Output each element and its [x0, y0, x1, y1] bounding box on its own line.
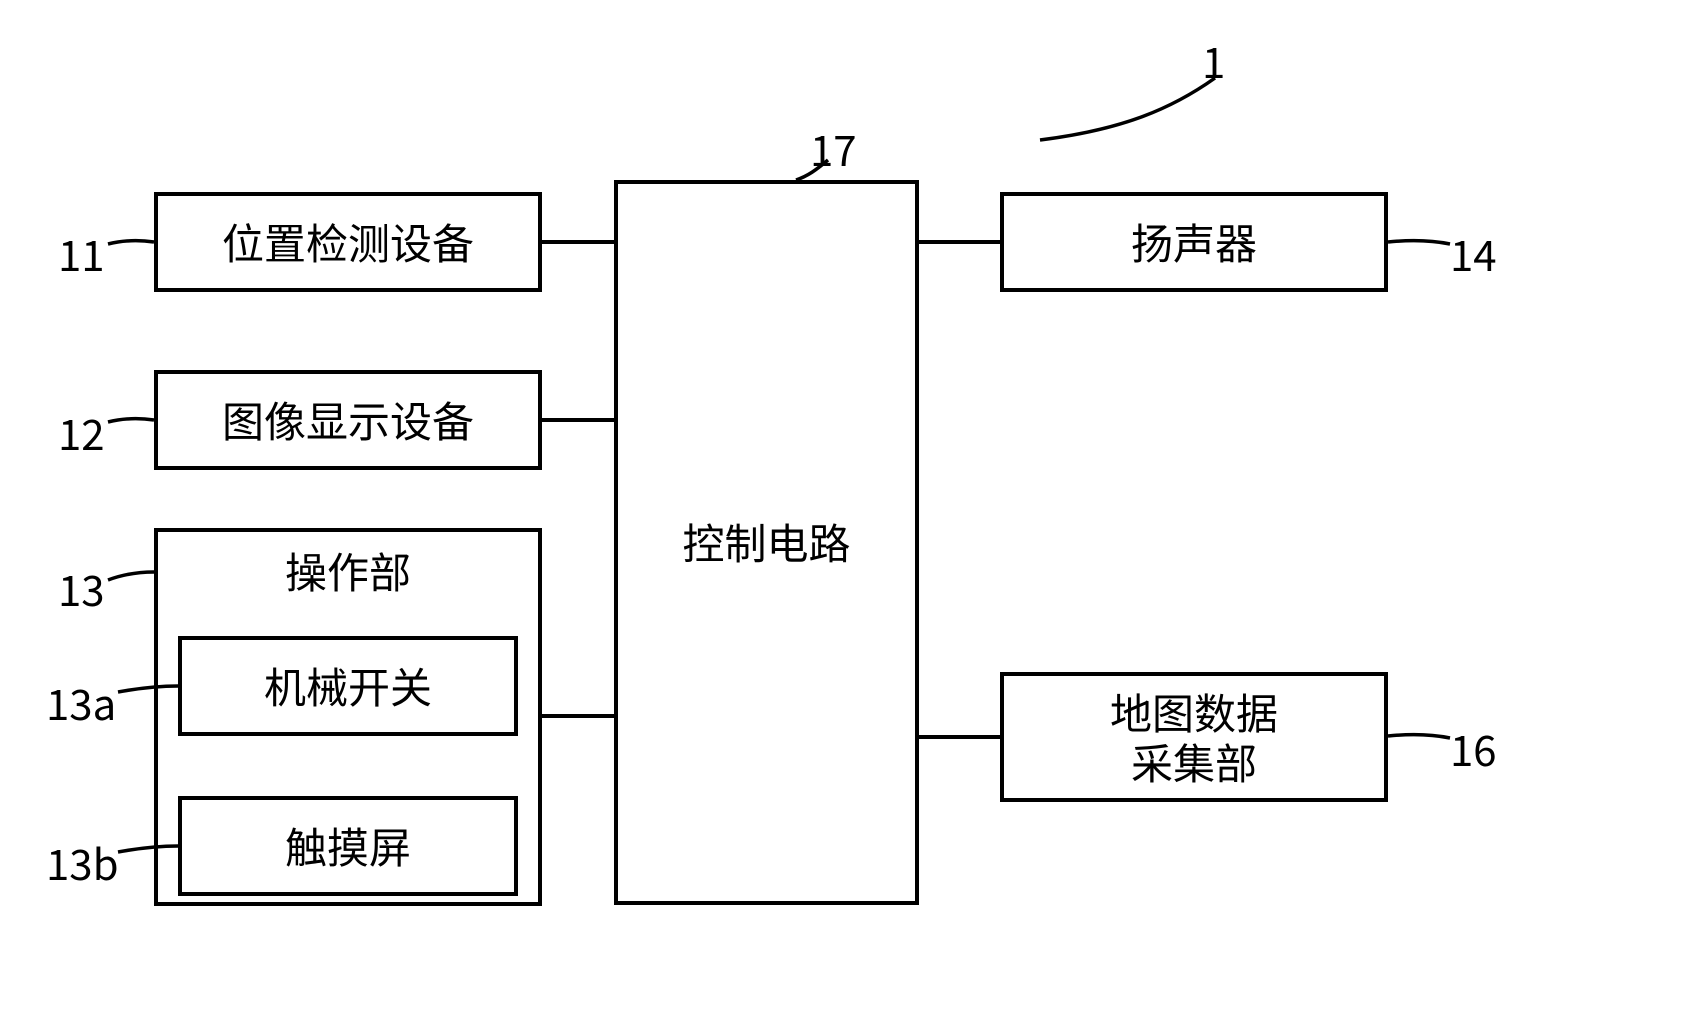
box-control-circuit: 控制电路	[614, 180, 919, 905]
box-image-display: 图像显示设备	[154, 370, 542, 470]
label-control-circuit: 控制电路	[682, 517, 850, 567]
box-touch-panel: 触摸屏	[178, 796, 518, 896]
box-position-detector: 位置检测设备	[154, 192, 542, 292]
ref-touchpanel: 13b	[46, 832, 119, 893]
box-speaker: 扬声器	[1000, 192, 1388, 292]
ref-control: 17	[810, 118, 857, 179]
ref-operation: 13	[58, 558, 105, 619]
label-image-display: 图像显示设备	[222, 395, 474, 445]
label-position-detector: 位置检测设备	[222, 217, 474, 267]
ref-switch: 13a	[46, 672, 116, 733]
ref-image: 12	[58, 402, 105, 463]
ref-position: 11	[58, 223, 105, 284]
ref-system: 1	[1202, 30, 1225, 91]
ref-speaker: 14	[1450, 223, 1497, 284]
label-mechanical-switch: 机械开关	[264, 661, 432, 711]
label-map-data: 地图数据 采集部	[1110, 687, 1278, 788]
ref-map: 16	[1450, 718, 1497, 779]
box-mechanical-switch: 机械开关	[178, 636, 518, 736]
label-touch-panel: 触摸屏	[285, 821, 411, 871]
label-speaker: 扬声器	[1131, 217, 1257, 267]
box-map-data: 地图数据 采集部	[1000, 672, 1388, 802]
label-operation-unit: 操作部	[158, 546, 538, 596]
